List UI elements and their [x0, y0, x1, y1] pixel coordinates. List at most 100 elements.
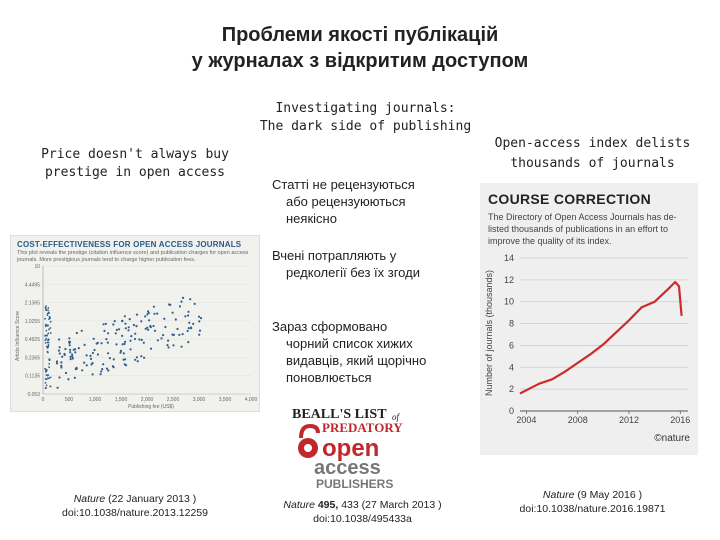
scatter-point	[44, 306, 47, 309]
scatter-point	[47, 341, 50, 344]
scatter-point	[178, 305, 181, 308]
scatter-point	[124, 322, 127, 325]
bullet-3: Зараз сформовано чорний список хижих вид…	[272, 318, 472, 386]
scatter-point	[44, 317, 46, 320]
scatter-x-tick-label: 2,000	[141, 397, 154, 403]
left-heading-line-2: prestige in open access	[44, 165, 225, 180]
scatter-point	[169, 303, 172, 306]
y-tick-label: 2	[509, 384, 514, 394]
bullet-1-line-3: неякісно	[286, 211, 337, 226]
scatter-point	[47, 339, 49, 342]
scatter-point	[122, 352, 125, 355]
left-reference: Nature (22 January 2013 ) doi:10.1038/na…	[20, 492, 250, 520]
x-tick-label: 2008	[568, 415, 588, 425]
scatter-point	[167, 346, 170, 349]
scatter-y-tick-label: 1.0255	[25, 319, 41, 325]
scatter-point	[81, 369, 84, 372]
y-tick-label: 12	[504, 275, 514, 285]
scatter-title: COST-EFFECTIVENESS FOR OPEN ACCESS JOURN…	[17, 240, 242, 249]
scatter-point	[103, 329, 106, 332]
scatter-x-tick-label: 500	[65, 397, 74, 403]
logo-line-4: access	[314, 457, 381, 479]
left-ref-doi: doi:10.1038/nature.2013.12259	[62, 507, 208, 519]
journals-series-line	[519, 280, 683, 395]
scatter-point	[55, 362, 59, 365]
scatter-point	[135, 313, 139, 316]
scatter-point	[121, 320, 124, 323]
y-tick-label: 14	[504, 253, 514, 263]
scatter-x-tick-label: 3,000	[193, 397, 206, 403]
scatter-point	[140, 320, 143, 323]
scatter-point	[85, 364, 88, 367]
scatter-y-tick-label: 0.4925	[25, 337, 41, 343]
scatter-point	[46, 334, 48, 337]
scatter-point	[89, 357, 93, 360]
bullet-1-line-1: Статті не рецензуються	[272, 177, 415, 192]
scatter-point	[115, 328, 118, 331]
scatter-point	[47, 374, 50, 376]
scatter-point	[75, 366, 78, 369]
scatter-point	[48, 358, 51, 360]
scatter-point	[199, 317, 203, 320]
scatter-point	[105, 367, 109, 370]
scatter-point	[48, 366, 50, 369]
scatter-point	[130, 335, 133, 338]
scatter-point	[167, 339, 170, 342]
scatter-plot: 10 4.4495 2.1365 1.0255 0.4925 0.2365 0.1135 0.…	[15, 264, 257, 410]
scatter-point	[67, 378, 70, 381]
scatter-x-tick-label: 1,500	[115, 397, 128, 403]
x-tick-label: 2004	[516, 415, 536, 425]
scatter-point	[60, 364, 63, 367]
scatter-point	[107, 369, 110, 372]
scatter-point	[68, 341, 71, 344]
scatter-point	[49, 385, 52, 388]
scatter-point	[198, 329, 202, 332]
scatter-point	[58, 352, 61, 355]
scatter-point	[127, 326, 130, 329]
scatter-point	[45, 305, 47, 307]
scatter-x-tick-label: 2,500	[167, 397, 180, 403]
scatter-point	[49, 327, 52, 329]
scatter-point	[142, 341, 145, 344]
scatter-point	[108, 357, 111, 360]
scatter-point	[44, 367, 46, 370]
scatter-point	[134, 358, 137, 361]
middle-heading-line-1: Investigating journals:	[275, 101, 456, 116]
scatter-figure: COST-EFFECTIVENESS FOR OPEN ACCESS JOURN…	[10, 235, 260, 412]
x-tick-label: 2016	[670, 415, 690, 425]
bullet-3-line-3: видавців, який щорічно	[286, 353, 427, 368]
scatter-point	[123, 342, 126, 345]
scatter-point	[198, 333, 201, 336]
scatter-point	[71, 353, 74, 356]
scatter-point	[44, 334, 47, 337]
middle-reference: Nature 495, 433 (27 March 2013 ) doi:10.…	[255, 498, 470, 526]
right-ref-journal: Nature	[542, 489, 575, 501]
scatter-point	[149, 347, 153, 350]
scatter-point	[45, 337, 48, 340]
scatter-point	[146, 326, 149, 329]
scatter-point	[83, 343, 86, 346]
scatter-point	[64, 347, 67, 351]
scatter-point	[96, 353, 99, 356]
scatter-point	[128, 318, 131, 321]
scatter-point	[55, 360, 59, 363]
scatter-point	[100, 370, 103, 373]
scatter-point	[45, 329, 48, 332]
scatter-point	[102, 323, 105, 326]
scatter-point	[47, 309, 49, 312]
middle-ref-doi: doi:10.1038/495433a	[313, 513, 412, 525]
scatter-point	[115, 343, 118, 346]
middle-ref-volume: 495,	[314, 499, 339, 511]
scatter-point	[156, 339, 159, 342]
scatter-point	[46, 314, 49, 316]
scatter-point	[61, 355, 64, 358]
scatter-point	[163, 317, 166, 320]
scatter-point	[187, 314, 190, 317]
middle-heading-line-2: The dark side of publishing	[259, 119, 472, 134]
scatter-point	[44, 342, 47, 344]
scatter-point	[91, 351, 94, 355]
scatter-point	[124, 327, 127, 330]
scatter-point	[93, 348, 96, 352]
bullet-1: Статті не рецензуються або рецензуюються…	[272, 176, 472, 227]
scatter-point	[71, 357, 74, 360]
